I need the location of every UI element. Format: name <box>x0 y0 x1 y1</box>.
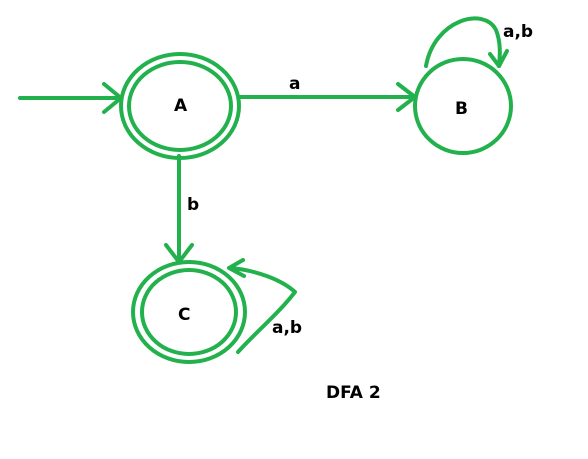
state-a-label: A <box>174 96 188 116</box>
state-a: A <box>119 52 241 160</box>
self-loop-c-label: a,b <box>272 318 302 338</box>
state-b-label: B <box>455 99 468 119</box>
transition-a-to-c-label: b <box>187 195 199 215</box>
diagram-caption: DFA 2 <box>326 383 381 403</box>
start-arrow <box>18 82 123 114</box>
transition-a-to-b: a <box>238 74 417 112</box>
self-loop-b: a,b <box>424 16 533 68</box>
self-loop-b-label: a,b <box>503 22 533 42</box>
state-b: B <box>413 57 513 155</box>
transition-a-to-b-label: a <box>289 74 300 94</box>
transition-a-to-c: b <box>164 154 199 264</box>
self-loop-c: a,b <box>227 258 302 354</box>
state-c-label: C <box>178 305 190 325</box>
state-c: C <box>131 260 247 364</box>
